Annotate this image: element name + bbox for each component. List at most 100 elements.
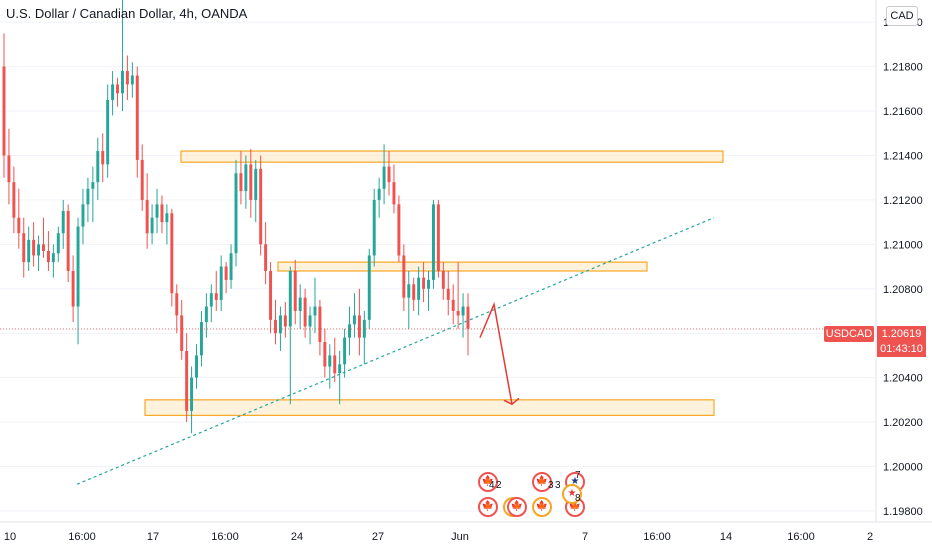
candle-body	[190, 377, 194, 411]
ca-flag-event-icon[interactable]: 🍁	[478, 497, 498, 517]
ca-flag-event-icon[interactable]: 🍁	[532, 472, 552, 492]
candle-body	[101, 151, 105, 165]
candle-body	[111, 84, 115, 100]
candle-body	[91, 182, 95, 189]
candle-body	[150, 217, 154, 234]
candle-body	[140, 159, 144, 200]
candle-body	[412, 284, 416, 300]
candle-body	[436, 204, 440, 271]
y-tick-label: 1.20800	[883, 284, 923, 296]
chart-title: U.S. Dollar / Canadian Dollar, 4h, OANDA	[6, 6, 248, 21]
candle-body	[298, 297, 302, 311]
y-tick-label: 1.20400	[883, 373, 923, 385]
candle-body	[32, 239, 36, 256]
candle-body	[367, 255, 371, 320]
candle-body	[249, 164, 253, 200]
candle-body	[155, 204, 159, 218]
price-tag-countdown: 01:43:10	[877, 342, 926, 357]
x-tick-label: 27	[372, 531, 384, 543]
x-tick-label: 24	[291, 531, 303, 543]
candle-body	[116, 84, 120, 94]
candle-body	[7, 155, 11, 183]
candle-body	[120, 71, 124, 94]
last-price-tag: USDCAD 1.20619 01:43:10	[824, 326, 926, 357]
candle-body	[125, 71, 129, 85]
x-tick-label: 17	[147, 531, 159, 543]
y-tick-label: 1.20000	[883, 461, 923, 473]
y-tick-label: 1.21600	[883, 106, 923, 118]
candle-body	[431, 204, 435, 280]
x-tick-label: 16:00	[643, 531, 671, 543]
candle-body	[348, 324, 352, 338]
y-tick-label: 1.21000	[883, 239, 923, 251]
candle-body	[106, 99, 110, 165]
candle-body	[76, 226, 80, 307]
currency-button[interactable]: CAD	[886, 6, 918, 26]
candle-body	[397, 204, 401, 256]
candle-body	[387, 166, 391, 183]
arrow-head	[503, 397, 520, 406]
candle-body	[446, 288, 450, 300]
event-count: 7	[575, 470, 581, 481]
y-tick-label: 1.21200	[883, 195, 923, 207]
candle-body	[239, 173, 243, 192]
candle-body	[254, 168, 258, 200]
x-tick-label: Jun	[451, 531, 469, 543]
candle-body	[451, 299, 455, 311]
candle-body	[244, 164, 248, 192]
candle-body	[283, 315, 287, 327]
candle-body	[362, 319, 366, 338]
candle-body	[333, 355, 337, 374]
ca-flag-event-icon[interactable]: 🍁	[532, 497, 552, 517]
candle-body	[37, 244, 41, 256]
event-count: 3	[555, 480, 561, 491]
candle-body	[377, 188, 381, 200]
candle-body	[160, 204, 164, 223]
candle-body	[338, 364, 342, 374]
price-tag-symbol: USDCAD	[824, 326, 874, 342]
x-tick-label: 10	[4, 531, 16, 543]
ca-flag-event-icon[interactable]: ★	[562, 484, 582, 504]
candle-body	[308, 315, 312, 327]
candle-body	[357, 315, 361, 338]
candle-body	[175, 293, 179, 316]
candle-body	[219, 266, 223, 300]
candle-body	[328, 355, 332, 367]
candle-body	[229, 253, 233, 280]
candle-body	[12, 182, 16, 218]
candle-body	[199, 322, 203, 356]
candle-body	[214, 293, 218, 300]
candle-body	[343, 337, 347, 365]
candle-body	[352, 315, 356, 325]
candle-body	[130, 75, 134, 85]
candle-body	[441, 270, 445, 289]
candle-body	[264, 244, 268, 271]
candle-body	[274, 319, 277, 334]
x-tick-label: 2	[867, 531, 873, 543]
candle-body	[402, 255, 406, 298]
y-tick-label: 1.21400	[883, 150, 923, 162]
support-resistance-zone	[144, 399, 715, 416]
candle-body	[209, 293, 213, 307]
candle-body	[195, 355, 198, 378]
candle-body	[313, 306, 317, 316]
candle-body	[461, 306, 465, 316]
x-tick-label: 7	[582, 531, 588, 543]
x-tick-label: 16:00	[68, 531, 96, 543]
price-tag-value: 1.20619	[877, 326, 926, 342]
ca-flag-event-icon[interactable]: 🍁	[478, 472, 498, 492]
candle-body	[165, 213, 169, 223]
support-resistance-zone	[180, 150, 724, 163]
candle-body	[382, 166, 386, 189]
candle-body	[145, 199, 149, 234]
candle-body	[407, 284, 411, 298]
event-count: 4	[489, 480, 495, 491]
ca-flag-event-icon[interactable]: 🍁	[507, 497, 527, 517]
event-count: 2	[496, 480, 502, 491]
candle-body	[56, 233, 60, 254]
y-tick-label: 1.20200	[883, 417, 923, 429]
candle-body	[42, 244, 45, 252]
candle-body	[293, 270, 297, 311]
candle-body	[51, 253, 55, 263]
